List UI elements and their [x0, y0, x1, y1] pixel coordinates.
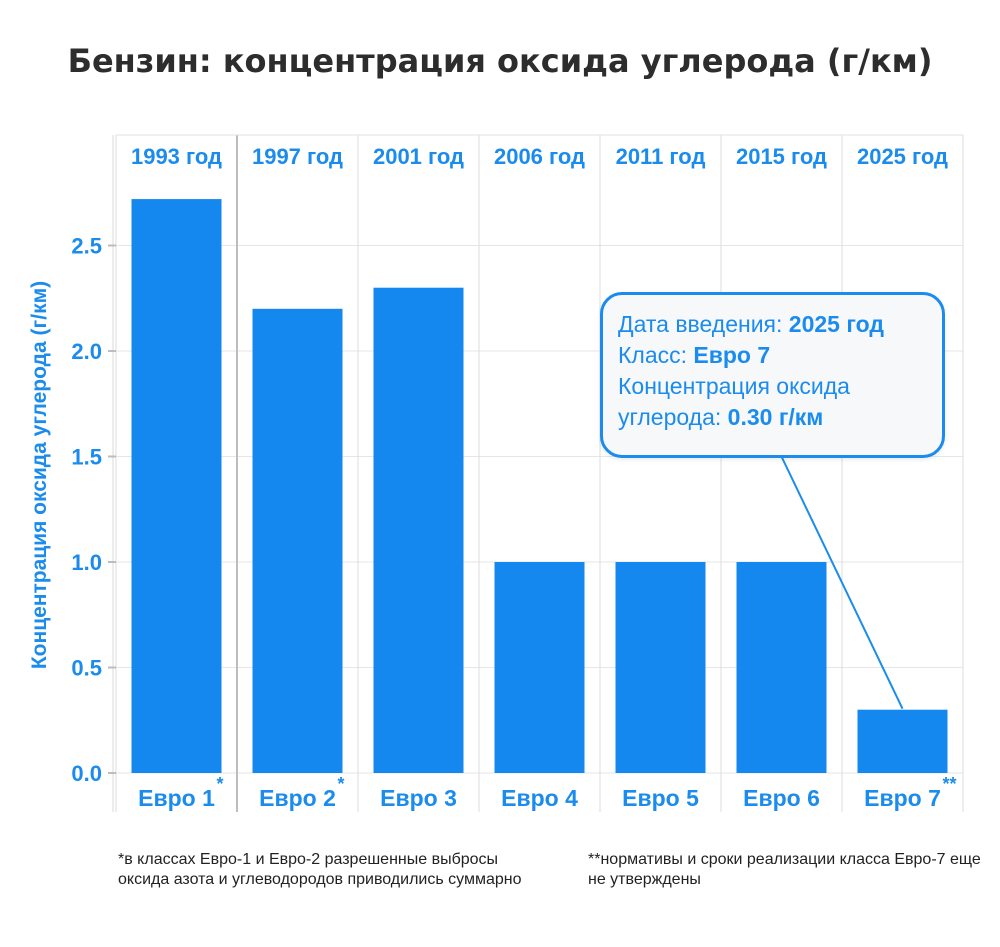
bar-евро-4 — [494, 562, 585, 773]
bar-евро-1 — [131, 199, 222, 773]
y-axis-label: Концентрация оксида углерода (г/км) — [28, 280, 51, 670]
year-label: 1993 год — [131, 144, 222, 169]
year-label: 2001 год — [373, 144, 464, 169]
y-tick-label: 1.5 — [71, 445, 102, 470]
year-label: 2015 год — [736, 144, 827, 169]
bar-евро-7 — [857, 709, 948, 773]
category-label: Евро 4 — [501, 785, 578, 811]
y-tick-label: 2.5 — [71, 234, 102, 259]
y-tick-label: 0.0 — [71, 761, 102, 786]
footnote-euro-1-2: *в классах Евро-1 и Евро-2 разрешенные в… — [118, 851, 522, 888]
category-label: Евро 6 — [743, 785, 820, 811]
bar-евро-6 — [736, 562, 827, 773]
category-label: Евро 3 — [380, 785, 457, 811]
tooltip-line-date: Дата введения: 2025 год — [618, 311, 884, 337]
tooltip-line-concentration: Концентрация оксида углерода: 0.30 г/км — [618, 373, 850, 430]
y-tick-label: 0.5 — [71, 656, 102, 681]
chart-title: Бензин: концентрация оксида углерода (г/… — [67, 42, 933, 80]
y-tick-label: 2.0 — [71, 339, 102, 364]
data-tooltip: Дата введения: 2025 год Класс: Евро 7 Ко… — [600, 292, 945, 458]
category-footnote-mark: * — [338, 774, 345, 794]
tooltip-line-class: Класс: Евро 7 — [618, 342, 771, 368]
bar-евро-5 — [615, 562, 706, 773]
category-label: Евро 1 — [138, 785, 215, 811]
category-footnote-mark: * — [217, 774, 224, 794]
category-label: Евро 5 — [622, 785, 699, 811]
bar-евро-3 — [373, 287, 464, 773]
year-label: 2006 год — [494, 144, 585, 169]
year-label: 2011 год — [616, 144, 706, 169]
category-label: Евро 7 — [864, 785, 941, 811]
year-label: 2025 год — [857, 144, 948, 169]
tooltip-pointer — [774, 442, 904, 710]
category-label: Евро 2 — [259, 785, 336, 811]
bar-евро-2 — [252, 308, 343, 773]
y-tick-label: 1.0 — [71, 550, 102, 575]
year-label: 1997 год — [252, 144, 343, 169]
footnote-euro-7: **нормативы и сроки реализации класса Ев… — [588, 851, 981, 888]
category-footnote-mark: ** — [943, 774, 957, 794]
